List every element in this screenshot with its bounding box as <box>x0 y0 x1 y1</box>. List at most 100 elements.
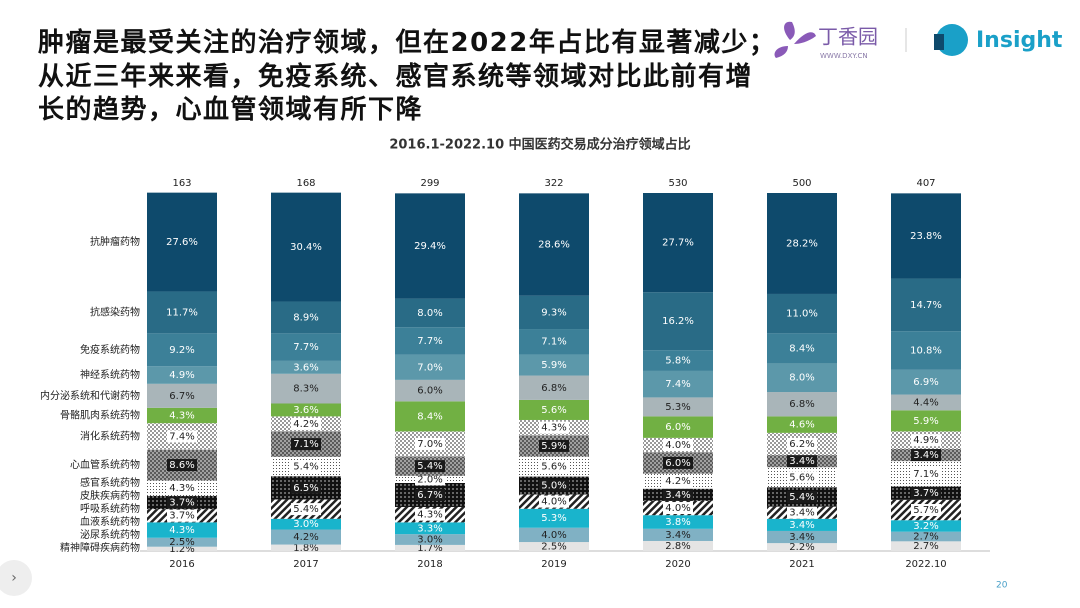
bar-segment <box>395 354 465 380</box>
label-bg <box>663 488 693 501</box>
data-label: 5.4% <box>293 462 318 473</box>
dxy-logo: 丁香园 WWW.DXY.CN <box>774 21 878 60</box>
bar-segment <box>147 537 217 547</box>
data-label: 3.4% <box>665 530 690 541</box>
bar-segment <box>147 333 217 367</box>
bar-segment <box>271 373 341 404</box>
data-label: 8.4% <box>417 411 442 422</box>
label-bg <box>911 487 941 500</box>
bar-segment <box>767 333 837 364</box>
bar-segment <box>395 327 465 355</box>
logo-text: Insight <box>976 28 1063 53</box>
label-bg <box>787 471 817 484</box>
chart-title: 2016.1-2022.10 中国医药交易成分治疗领域占比 <box>389 137 690 153</box>
bar-segment <box>395 379 465 402</box>
bar-segment <box>891 193 961 279</box>
total-label: 407 <box>916 178 935 189</box>
data-label: 5.9% <box>913 416 938 427</box>
data-label: 3.2% <box>913 521 938 532</box>
data-label: 3.0% <box>417 535 442 546</box>
bar-segment <box>519 399 589 420</box>
legend-label: 内分泌系统和代谢药物 <box>40 389 140 402</box>
bar-segment <box>891 331 961 370</box>
legend-label: 消化系统药物 <box>80 429 140 442</box>
data-label: 3.7% <box>169 497 194 508</box>
bar-segment <box>891 531 961 542</box>
label-bg <box>663 456 693 469</box>
label-bg <box>787 490 817 503</box>
label-bg <box>291 438 321 451</box>
data-label: 2.7% <box>913 541 938 552</box>
logo-text: 丁香园 <box>818 25 878 49</box>
bar-segment <box>891 410 961 432</box>
legend-label: 呼吸系统药物 <box>80 502 140 515</box>
label-bg <box>291 417 321 430</box>
data-label: 1.7% <box>417 543 442 554</box>
data-label: 2.7% <box>913 532 938 543</box>
label-bg <box>911 467 941 480</box>
legend-label: 骨骼肌肉系统药物 <box>60 408 140 421</box>
data-label: 16.2% <box>662 316 694 327</box>
bar-segment <box>271 333 341 361</box>
label-bg <box>291 460 321 473</box>
data-label: 7.1% <box>293 439 318 450</box>
data-label: 3.6% <box>293 405 318 416</box>
data-label: 3.8% <box>665 517 690 528</box>
legend-label: 血液系统药物 <box>80 515 140 528</box>
bar-segment <box>767 530 837 544</box>
total-label: 500 <box>792 178 811 189</box>
data-label: 5.4% <box>293 504 318 515</box>
data-label: 5.0% <box>541 480 566 491</box>
data-label: 9.2% <box>169 345 194 356</box>
data-label: 9.3% <box>541 307 566 318</box>
legend-label: 精神障碍疾病药物 <box>60 541 140 554</box>
label-bg <box>787 437 817 450</box>
bar-segment <box>767 518 837 531</box>
data-label: 28.2% <box>786 238 818 249</box>
legend-label: 心血管系统药物 <box>70 458 140 471</box>
x-tick-label: 2016 <box>169 559 194 570</box>
bar-segment <box>147 522 217 538</box>
data-label: 7.1% <box>541 337 566 348</box>
label-bg <box>539 439 569 452</box>
bar-segment <box>519 193 589 296</box>
data-label: 2.2% <box>789 542 814 553</box>
label-bg <box>167 459 197 472</box>
data-label: 4.3% <box>417 510 442 521</box>
logo-url: WWW.DXY.CN <box>820 52 868 60</box>
bar-segment <box>271 301 341 334</box>
data-label: 4.2% <box>665 476 690 487</box>
bar-segment <box>643 416 713 438</box>
label-bg <box>167 430 197 443</box>
bar-segment <box>891 278 961 332</box>
data-label: 5.3% <box>665 402 690 413</box>
nav-arrow[interactable]: › <box>11 570 17 586</box>
data-label: 29.4% <box>414 241 446 252</box>
data-label: 8.9% <box>293 312 318 323</box>
data-label: 1.8% <box>293 543 318 554</box>
data-label: 10.8% <box>910 346 942 357</box>
data-label: 4.3% <box>169 525 194 536</box>
label-bg <box>291 481 321 494</box>
bar-segment <box>271 529 341 545</box>
bar-segment <box>519 542 589 551</box>
data-label: 5.6% <box>541 462 566 473</box>
data-label: 3.4% <box>789 456 814 467</box>
bar-segment <box>643 540 713 551</box>
x-tick-label: 2019 <box>541 559 566 570</box>
headline: 长的趋势，心血管领域有所下降 <box>38 95 424 125</box>
label-bg <box>911 504 941 517</box>
x-tick-label: 2017 <box>293 559 318 570</box>
data-label: 3.7% <box>913 488 938 499</box>
bar-segment <box>147 546 217 551</box>
x-tick-label: 2020 <box>665 559 690 570</box>
bar-segment <box>891 541 961 551</box>
data-label: 4.2% <box>293 532 318 543</box>
data-label: 5.4% <box>417 461 442 472</box>
label-bg <box>539 495 569 508</box>
label-bg <box>291 503 321 516</box>
data-label: 6.7% <box>417 490 442 501</box>
data-label: 11.7% <box>166 307 198 318</box>
nav-button[interactable] <box>0 560 32 596</box>
